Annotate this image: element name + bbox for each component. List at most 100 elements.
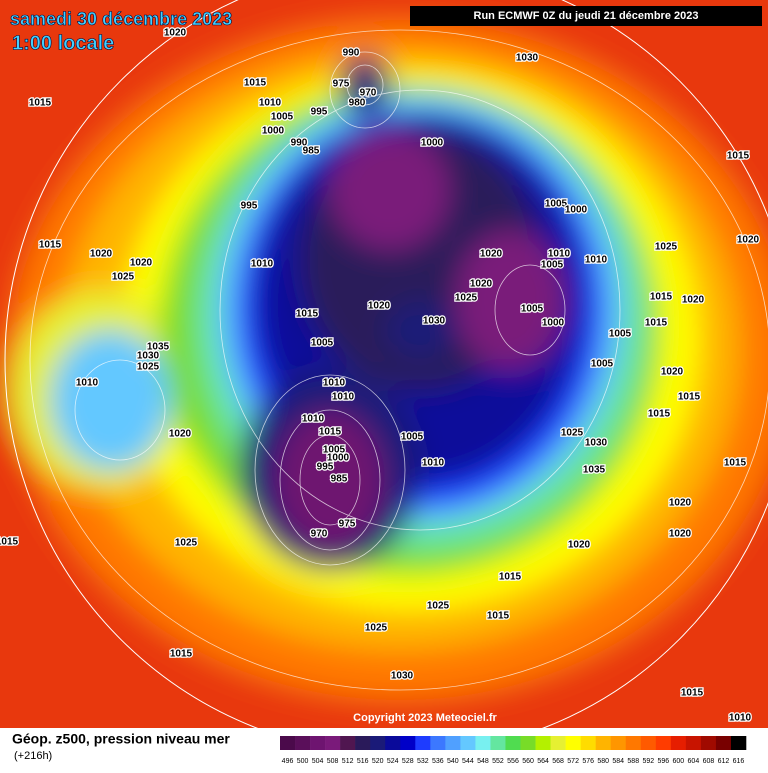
isobar-label: 1015 bbox=[296, 309, 319, 320]
isobar-label: 1015 bbox=[727, 151, 750, 162]
isobar-label: 1015 bbox=[0, 537, 19, 548]
scale-swatch bbox=[520, 736, 536, 750]
isobar-label: 995 bbox=[311, 107, 328, 118]
isobar-label: 1030 bbox=[516, 53, 539, 64]
isobar-label: 1015 bbox=[170, 649, 193, 660]
isobar-label: 1020 bbox=[480, 249, 503, 260]
isobar-label: 1020 bbox=[661, 367, 684, 378]
isobar-label: 1015 bbox=[678, 392, 701, 403]
scale-swatch bbox=[730, 736, 747, 750]
isobar-label: 1015 bbox=[487, 611, 510, 622]
scale-label: 504 bbox=[312, 758, 324, 765]
isobar-label: 1030 bbox=[585, 438, 608, 449]
scale-swatch bbox=[565, 736, 581, 750]
scale-swatch bbox=[370, 736, 386, 750]
scale-label: 524 bbox=[387, 758, 399, 765]
scale-swatch bbox=[505, 736, 521, 750]
valid-time: 1:00 locale bbox=[12, 32, 114, 54]
scale-swatch bbox=[295, 736, 311, 750]
scale-swatch bbox=[610, 736, 627, 750]
isobar-label: 1000 bbox=[327, 453, 350, 464]
isobar-label: 1005 bbox=[545, 199, 568, 210]
scale-label: 568 bbox=[552, 758, 564, 765]
scale-swatch bbox=[625, 736, 642, 750]
scale-swatch bbox=[460, 736, 476, 750]
scale-label: 588 bbox=[627, 758, 639, 765]
isobar-label: 1010 bbox=[332, 392, 355, 403]
isobar-label: 975 bbox=[333, 79, 350, 90]
isobar-label: 985 bbox=[331, 474, 348, 485]
scale-label: 540 bbox=[447, 758, 459, 765]
scale-swatch bbox=[640, 736, 657, 750]
scale-swatch bbox=[655, 736, 672, 750]
isobar-label: 1020 bbox=[669, 529, 692, 540]
scale-swatch bbox=[445, 736, 461, 750]
isobar-label: 1020 bbox=[737, 235, 760, 246]
scale-swatch bbox=[535, 736, 551, 750]
isobar-label: 1025 bbox=[655, 242, 678, 253]
scale-label: 584 bbox=[612, 758, 624, 765]
isobars bbox=[29, 29, 768, 691]
isobar-label: 1025 bbox=[137, 362, 160, 373]
scale-label: 604 bbox=[688, 758, 700, 765]
footer-lead: (+216h) bbox=[14, 750, 52, 762]
scale-label: 552 bbox=[492, 758, 504, 765]
scale-swatch bbox=[415, 736, 431, 750]
scale-swatch bbox=[355, 736, 371, 750]
isobar-label: 1025 bbox=[427, 601, 450, 612]
scale-label: 560 bbox=[522, 758, 534, 765]
isobar-label: 1020 bbox=[368, 301, 391, 312]
scale-label: 580 bbox=[597, 758, 609, 765]
isobar-label: 1005 bbox=[311, 338, 334, 349]
scale-label: 520 bbox=[372, 758, 384, 765]
isobar-label: 1010 bbox=[259, 98, 282, 109]
isobar-label: 985 bbox=[303, 146, 320, 157]
isobar-label: 1025 bbox=[365, 623, 388, 634]
isobar-label: 1025 bbox=[112, 272, 135, 283]
isobar-label: 1010 bbox=[548, 249, 571, 260]
scale-label: 556 bbox=[507, 758, 519, 765]
scale-label: 512 bbox=[342, 758, 354, 765]
scale-label: 496 bbox=[282, 758, 294, 765]
isobar-label: 990 bbox=[291, 138, 308, 149]
isobar-label: 1010 bbox=[251, 259, 274, 270]
scale-swatch bbox=[715, 736, 732, 750]
isobar-label: 1025 bbox=[455, 293, 478, 304]
scale-label: 544 bbox=[462, 758, 474, 765]
copyright: Copyright 2023 Meteociel.fr bbox=[353, 712, 497, 724]
isobar-label: 975 bbox=[339, 519, 356, 530]
isobar-label: 1015 bbox=[724, 458, 747, 469]
isobar-label: 1020 bbox=[669, 498, 692, 509]
scale-label: 548 bbox=[477, 758, 489, 765]
run-box bbox=[410, 6, 762, 26]
valid-date: samedi 30 décembre 2023 bbox=[10, 9, 232, 29]
isobar-label: 1015 bbox=[244, 78, 267, 89]
scale-swatch bbox=[325, 736, 341, 750]
scale-label: 600 bbox=[673, 758, 685, 765]
isobar-label: 1015 bbox=[681, 688, 704, 699]
scale-label: 612 bbox=[718, 758, 730, 765]
isobar-label: 970 bbox=[311, 529, 328, 540]
isobar-label: 1005 bbox=[323, 445, 346, 456]
scale-label: 528 bbox=[402, 758, 414, 765]
isobar-label: 1025 bbox=[561, 428, 584, 439]
isobar-label: 1020 bbox=[169, 429, 192, 440]
isobar-label: 1030 bbox=[423, 316, 446, 327]
isobar-label: 1030 bbox=[391, 671, 414, 682]
run-info: Run ECMWF 0Z du jeudi 21 décembre 2023 bbox=[474, 10, 699, 22]
isobar-label: 995 bbox=[317, 462, 334, 473]
isobar-label: 1010 bbox=[422, 458, 445, 469]
isobar-label: 1005 bbox=[521, 304, 544, 315]
isobar-label: 970 bbox=[360, 88, 377, 99]
scale-swatch bbox=[385, 736, 401, 750]
color-scale: 496 500 504 508 512 516 520 524 528 532 536 540 544 5… bbox=[280, 736, 747, 765]
isobar-label: 995 bbox=[241, 201, 258, 212]
isobar-label: 1010 bbox=[302, 414, 325, 425]
scale-swatch bbox=[580, 736, 596, 750]
scale-swatch bbox=[595, 736, 612, 750]
isobar-label: 1020 bbox=[568, 540, 591, 551]
scale-label: 516 bbox=[357, 758, 369, 765]
isobar-label: 1015 bbox=[650, 292, 673, 303]
isobar-label: 1015 bbox=[319, 427, 342, 438]
